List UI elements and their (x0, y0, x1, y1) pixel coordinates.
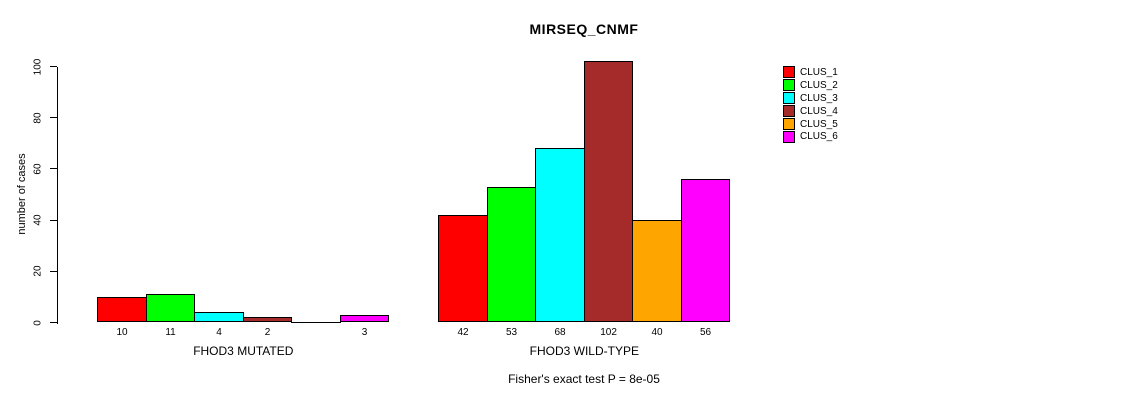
y-tick (50, 117, 57, 119)
bar-value-label: 102 (600, 327, 617, 338)
y-tick-label: 100 (32, 58, 44, 75)
legend: CLUS_1 CLUS_2 CLUS_3 CLUS_4 CLUS_5 CLUS_6 (783, 66, 838, 143)
bar (97, 296, 147, 323)
legend-label: CLUS_1 (800, 66, 838, 78)
bar (583, 61, 634, 323)
legend-item: CLUS_6 (783, 130, 838, 143)
y-axis-title: number of cases (16, 153, 28, 235)
legend-label: CLUS_4 (800, 105, 838, 117)
bar (632, 220, 682, 323)
bar-value-label: 68 (554, 327, 566, 338)
legend-swatch (783, 92, 795, 105)
bar-value-label: 2 (264, 327, 271, 338)
y-tick-label: 20 (32, 265, 44, 277)
bar-value-label: 4 (216, 327, 222, 338)
bar (145, 294, 196, 323)
y-axis-line (57, 66, 58, 324)
group-label: FHOD3 MUTATED (193, 344, 294, 358)
bar (339, 314, 390, 323)
bar-value-label: 53 (505, 327, 518, 338)
bar-value-label: 11 (165, 327, 176, 338)
y-tick (50, 66, 57, 67)
chart-title: MIRSEQ_CNMF (529, 21, 639, 37)
legend-swatch (783, 118, 795, 130)
bar-value-label: 42 (457, 327, 469, 338)
legend-item: CLUS_5 (783, 118, 838, 131)
legend-label: CLUS_5 (800, 118, 838, 130)
legend-swatch (783, 105, 795, 118)
bar-value-label: 3 (361, 327, 368, 338)
legend-label: CLUS_2 (800, 79, 838, 91)
group-label: FHOD3 WILD-TYPE (529, 344, 639, 358)
bar-value-label: 56 (699, 327, 712, 338)
y-tick (50, 168, 57, 170)
stat-test-caption: Fisher's exact test P = 8e-05 (508, 372, 660, 386)
y-tick-label: 60 (32, 163, 44, 175)
y-tick (50, 219, 57, 221)
bar (680, 179, 731, 323)
y-tick (50, 322, 57, 323)
legend-item: CLUS_3 (783, 92, 838, 105)
legend-swatch (783, 79, 795, 92)
legend-swatch (783, 66, 795, 79)
legend-item: CLUS_4 (783, 105, 838, 118)
legend-item: CLUS_1 (783, 66, 838, 79)
bar (242, 317, 293, 323)
legend-label: CLUS_6 (800, 131, 838, 143)
bar (194, 312, 244, 323)
bar (486, 186, 537, 323)
bar (438, 214, 488, 323)
bar-value-label: 40 (651, 327, 663, 338)
bar (535, 148, 585, 323)
legend-label: CLUS_3 (800, 92, 838, 104)
y-tick (50, 270, 57, 272)
y-tick-label: 80 (32, 112, 44, 124)
bar-value-label: 10 (116, 327, 128, 338)
legend-swatch (783, 130, 795, 143)
y-tick-label: 0 (32, 319, 44, 326)
bar-zero-line (291, 321, 341, 323)
y-tick-label: 40 (32, 214, 44, 226)
legend-item: CLUS_2 (783, 79, 838, 92)
